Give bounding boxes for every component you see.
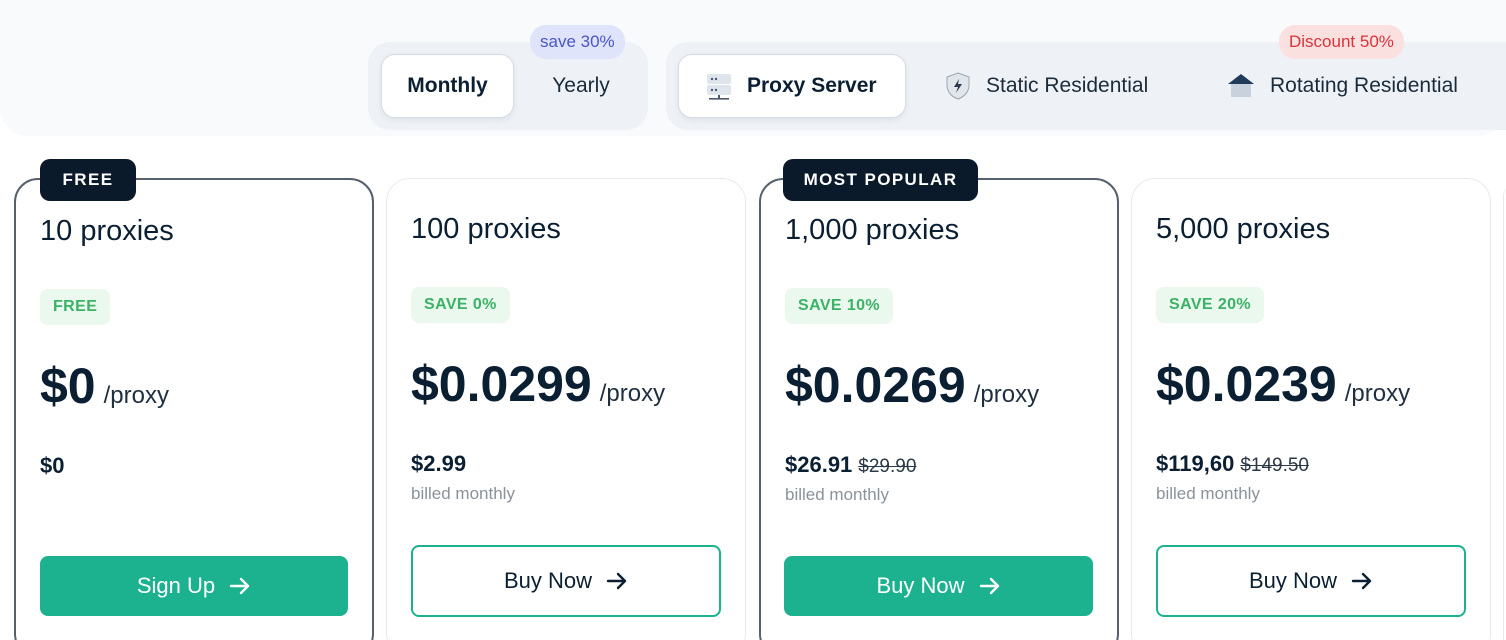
billed-note: billed monthly [411, 484, 515, 503]
price-row: $0 /proxy [40, 357, 169, 415]
tab-proxy-server[interactable]: Proxy Server [678, 54, 906, 118]
price-amount: $0.0269 [785, 357, 966, 413]
total-now: $2.99 [411, 451, 467, 476]
plan-title: 5,000 proxies [1156, 213, 1331, 245]
save-pill: FREE [40, 289, 111, 325]
total-price: $26.91 $29.90 [785, 452, 916, 478]
plan-title: 100 proxies [411, 213, 561, 245]
price-unit: /proxy [1344, 380, 1411, 407]
save-pill: SAVE 10% [785, 288, 894, 324]
price-amount: $0.0299 [411, 356, 592, 412]
server-icon [705, 72, 733, 100]
tab-rotating-residential[interactable]: Rotating Residential [1226, 54, 1458, 118]
price-row: $0.0269 /proxy [785, 356, 1039, 414]
most-popular-ribbon: MOST POPULAR [783, 159, 978, 201]
price-unit: /proxy [103, 382, 169, 409]
cta-label: Buy Now [1248, 568, 1338, 593]
price-amount: $0 [40, 358, 96, 414]
total-now: $26.91 [785, 452, 853, 477]
save-pill: SAVE 0% [411, 287, 510, 323]
total-was: $149.50 [1240, 455, 1309, 476]
total-now: $119,60 [1156, 451, 1235, 476]
arrow-right-icon [606, 572, 628, 590]
total-price: $119,60 $149.50 [1156, 451, 1309, 477]
tab-static-residential-label: Static Residential [986, 74, 1149, 97]
price-amount: $0.0239 [1156, 356, 1337, 412]
total-price: $2.99 [411, 451, 466, 477]
yearly-label: Yearly [552, 74, 610, 97]
buy-now-button[interactable]: Buy Now [1156, 545, 1466, 617]
tab-static-residential[interactable]: Static Residential [944, 54, 1148, 118]
billed-note: billed monthly [1156, 484, 1260, 503]
cta-label: Sign Up [136, 573, 216, 598]
cta-label: Buy Now [503, 568, 593, 593]
total-price: $0 [40, 453, 64, 479]
sign-up-button[interactable]: Sign Up [40, 556, 348, 616]
buy-now-button[interactable]: Buy Now [411, 545, 721, 617]
arrow-right-icon [229, 577, 251, 595]
total-was: $29.90 [858, 456, 917, 477]
shield-bolt-icon [944, 71, 972, 101]
arrow-right-icon [1351, 572, 1373, 590]
free-ribbon: FREE [40, 159, 136, 201]
monthly-toggle-button[interactable]: Monthly [381, 54, 514, 118]
arrow-right-icon [979, 577, 1001, 595]
house-icon [1226, 72, 1256, 100]
price-row: $0.0299 /proxy [411, 355, 665, 413]
price-unit: /proxy [599, 380, 666, 407]
tab-rotating-residential-label: Rotating Residential [1270, 74, 1458, 97]
monthly-label: Monthly [407, 74, 488, 97]
next-card-edge [1503, 186, 1506, 640]
plan-title: 10 proxies [40, 215, 174, 247]
plan-title: 1,000 proxies [785, 214, 960, 246]
price-unit: /proxy [973, 381, 1040, 408]
yearly-toggle-button[interactable]: Yearly [522, 54, 640, 118]
price-row: $0.0239 /proxy [1156, 355, 1410, 413]
cta-label: Buy Now [876, 573, 965, 598]
discount-badge: Discount 50% [1279, 25, 1404, 59]
save-badge: save 30% [530, 25, 625, 59]
billed-note: billed monthly [785, 485, 889, 504]
total-now: $0 [40, 453, 65, 478]
save-pill: SAVE 20% [1156, 287, 1265, 323]
tab-proxy-server-label: Proxy Server [747, 74, 877, 97]
buy-now-button[interactable]: Buy Now [784, 556, 1093, 616]
